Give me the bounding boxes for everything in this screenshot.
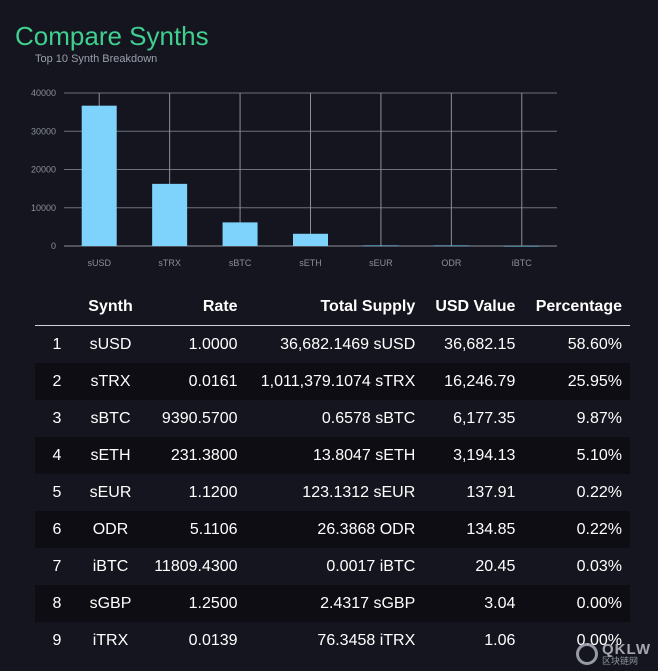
x-tick-label: sUSD (87, 258, 111, 268)
bar-odr (433, 245, 469, 247)
table-row: 7 iBTC 11809.4300 0.0017 iBTC 20.45 0.03% (35, 548, 630, 585)
page-title: Compare Synths (15, 21, 209, 52)
synth-cell: sGBP (79, 585, 143, 622)
bar-strx (152, 183, 188, 246)
total-supply-cell: 36,682.1469 sUSD (280, 335, 416, 353)
total-supply-cell: 0.6578 sBTC (321, 409, 416, 427)
table-row: 3 sBTC 9390.5700 0.6578 sBTC 6,177.35 9.87% (35, 400, 630, 437)
total-supply-cell: 2.4317 sGBP (245, 585, 424, 622)
rate-cell: 11809.4300 (154, 557, 238, 575)
total-supply-cell: 76.3458 iTRX (317, 631, 416, 649)
table-header-row: Synth Rate Total Supply USD Value Percen… (35, 289, 630, 326)
x-tick-label: sEUR (369, 258, 393, 268)
rate-cell: 1.2500 (142, 585, 246, 622)
percentage-cell: 9.87% (576, 409, 622, 427)
usd-value-cell: 3.04 (423, 585, 524, 622)
row-index: 6 (35, 511, 79, 548)
rate-cell: 5.1106 (142, 511, 246, 548)
total-supply-cell: 0.0017 iBTC (326, 557, 416, 575)
bar-seth (293, 233, 328, 246)
table-row: 1 sUSD 1.0000 36,682.1469 sUSD 36,682.15 58.6… (35, 326, 630, 364)
total-supply-cell: 26.3868 ODR (245, 511, 424, 548)
usd-value-column-header[interactable]: USD Value (423, 289, 524, 326)
bar-sbtc (222, 222, 258, 246)
row-index: 9 (52, 631, 62, 649)
bar-susd (81, 105, 117, 246)
x-tick-label: sTRX (158, 258, 181, 268)
x-tick-label: ODR (441, 258, 462, 268)
usd-value-cell: 6,177.35 (453, 409, 516, 427)
y-tick-label: 30000 (31, 126, 56, 136)
table-row: 9 iTRX 0.0139 76.3458 iTRX 1.06 0.00% (35, 622, 630, 659)
bar-seur (363, 245, 399, 247)
index-column-header (35, 289, 79, 326)
y-tick-label: 40000 (31, 88, 56, 98)
table-row: 2 sTRX 0.0161 1,011,379.1074 sTRX 16,246.79 2… (35, 363, 630, 400)
y-tick-label: 20000 (31, 165, 56, 175)
usd-value-cell: 20.45 (475, 557, 516, 575)
y-tick-label: 10000 (31, 203, 56, 213)
synth-cell: sBTC (90, 409, 131, 427)
row-index: 7 (52, 557, 62, 575)
watermark-subtext: 区块链网 (602, 656, 639, 666)
rate-cell: 231.3800 (142, 437, 246, 474)
total-supply-cell: 13.8047 sETH (245, 437, 424, 474)
percentage-column-header[interactable]: Percentage (523, 289, 630, 326)
usd-value-cell: 134.85 (423, 511, 524, 548)
synth-cell: sTRX (79, 363, 143, 400)
rate-column-header[interactable]: Rate (142, 289, 246, 326)
row-index: 8 (35, 585, 79, 622)
percentage-cell: 0.03% (576, 557, 622, 575)
percentage-cell: 58.60% (567, 335, 622, 353)
percentage-cell: 25.95% (523, 363, 630, 400)
synth-cell: iBTC (92, 557, 129, 575)
watermark-logo-icon (576, 643, 598, 665)
x-tick-label: sBTC (229, 258, 252, 268)
usd-value-cell: 1.06 (484, 631, 516, 649)
rate-cell: 1.1200 (188, 483, 238, 501)
chart-title: Top 10 Synth Breakdown (35, 53, 158, 65)
bar-chart-svg: 0 10000 20000 30000 40000 sUSD sTRX sBTC sETH sEU… (31, 88, 557, 268)
usd-value-cell: 16,246.79 (423, 363, 524, 400)
table-row: 6 ODR 5.1106 26.3868 ODR 134.85 0.22% (35, 511, 630, 548)
synth-cell: ODR (79, 511, 143, 548)
watermark-text: QKLW (602, 641, 651, 658)
usd-value-cell: 3,194.13 (423, 437, 524, 474)
percentage-cell: 5.10% (523, 437, 630, 474)
synth-cell: sEUR (89, 483, 132, 501)
rate-cell: 0.0161 (142, 363, 246, 400)
synth-cell: sUSD (89, 335, 132, 353)
table-row: 5 sEUR 1.1200 123.1312 sEUR 137.91 0.22% (35, 474, 630, 511)
percentage-cell: 0.22% (576, 483, 622, 501)
rate-cell: 9390.5700 (161, 409, 238, 427)
row-index: 5 (52, 483, 62, 501)
synths-table: Synth Rate Total Supply USD Value Percen… (35, 289, 630, 659)
row-index: 2 (35, 363, 79, 400)
table-row: 8 sGBP 1.2500 2.4317 sGBP 3.04 0.00% (35, 585, 630, 622)
usd-value-cell: 137.91 (466, 483, 516, 501)
total-supply-cell: 123.1312 sEUR (302, 483, 416, 501)
percentage-cell: 0.00% (523, 585, 630, 622)
synth-breakdown-chart: Top 10 Synth Breakdown 0 10000 20000 30000 4… (0, 48, 658, 278)
row-index: 1 (52, 335, 62, 353)
bar-ibtc (504, 245, 540, 247)
total-supply-column-header[interactable]: Total Supply (245, 289, 424, 326)
watermark: QKLW 区块链网 (576, 639, 654, 669)
total-supply-cell: 1,011,379.1074 sTRX (245, 363, 424, 400)
percentage-cell: 0.22% (523, 511, 630, 548)
row-index: 3 (52, 409, 62, 427)
x-tick-label: iBTC (512, 258, 533, 268)
rate-cell: 0.0139 (188, 631, 238, 649)
usd-value-cell: 36,682.15 (444, 335, 516, 353)
row-index: 4 (35, 437, 79, 474)
y-tick-label: 0 (51, 241, 56, 251)
rate-cell: 1.0000 (188, 335, 238, 353)
x-tick-label: sETH (299, 258, 322, 268)
synth-cell: sETH (79, 437, 143, 474)
table-row: 4 sETH 231.3800 13.8047 sETH 3,194.13 5.10% (35, 437, 630, 474)
synth-cell: iTRX (92, 631, 129, 649)
synth-column-header[interactable]: Synth (79, 289, 143, 326)
